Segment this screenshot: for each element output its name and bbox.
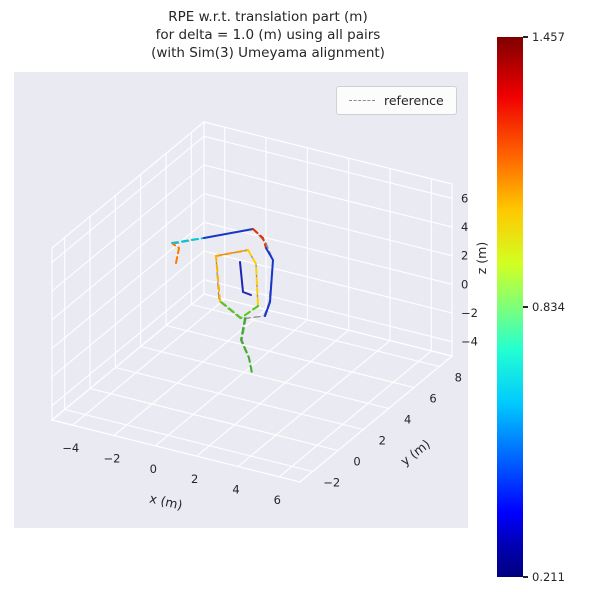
svg-text:−2: −2 bbox=[323, 476, 340, 490]
trajectory-lines bbox=[171, 228, 274, 374]
rpe-segment-amber-left bbox=[215, 255, 221, 302]
svg-text:2: 2 bbox=[379, 434, 386, 448]
colorbar-tickmark bbox=[523, 306, 528, 308]
colorbar-tick-label-mid: 0.834 bbox=[532, 300, 565, 314]
grid-lines bbox=[51, 127, 453, 478]
z-axis-label: z (m) bbox=[474, 242, 489, 274]
svg-text:0: 0 bbox=[353, 455, 360, 469]
colorbar-tickmark bbox=[523, 36, 528, 38]
rpe-segment-yellow-right bbox=[247, 249, 259, 307]
rpe-segment-green-bottom bbox=[219, 300, 259, 319]
chart-title: RPE w.r.t. translation part (m) for delt… bbox=[0, 8, 536, 62]
rpe-segment-blue-top bbox=[203, 228, 254, 239]
svg-text:2: 2 bbox=[191, 472, 198, 486]
legend: reference bbox=[336, 86, 457, 115]
svg-text:6: 6 bbox=[274, 493, 281, 507]
svg-text:4: 4 bbox=[232, 483, 239, 497]
colorbar-tick-min: 0.211 bbox=[523, 570, 565, 584]
reference-dashed-line-sample bbox=[349, 100, 375, 101]
chart-title-line-2: for delta = 1.0 (m) using all pairs bbox=[155, 27, 381, 43]
svg-text:4: 4 bbox=[461, 220, 468, 234]
rpe-segment-green-tail bbox=[240, 317, 253, 374]
svg-text:4: 4 bbox=[404, 413, 411, 427]
rpe-segment-blue-right bbox=[264, 247, 274, 317]
colorbar-tickmark bbox=[523, 576, 528, 578]
rpe-segment-red bbox=[252, 228, 267, 249]
chart-title-line-1: RPE w.r.t. translation part (m) bbox=[168, 9, 368, 25]
svg-text:0: 0 bbox=[150, 462, 157, 476]
svg-text:8: 8 bbox=[455, 371, 462, 385]
svg-text:−4: −4 bbox=[461, 335, 478, 349]
svg-text:0: 0 bbox=[461, 277, 468, 291]
rpe-segment-orange-looptop bbox=[215, 249, 249, 257]
svg-text:−2: −2 bbox=[461, 306, 478, 320]
colorbar-tick-mid: 0.834 bbox=[523, 300, 565, 314]
svg-text:6: 6 bbox=[461, 191, 468, 205]
colorbar-tick-max: 1.457 bbox=[523, 30, 565, 44]
rpe-segment-orange-hook bbox=[172, 243, 180, 264]
tick-labels: −4 −2 0 2 4 6 −2 0 2 4 6 8 −4 −2 0 2 4 6 bbox=[62, 191, 478, 507]
colorbar-tick-label-max: 1.457 bbox=[532, 30, 565, 44]
legend-label-reference: reference bbox=[384, 93, 444, 108]
svg-text:2: 2 bbox=[461, 249, 468, 263]
svg-text:−4: −4 bbox=[62, 441, 79, 455]
svg-text:−2: −2 bbox=[104, 452, 121, 466]
rpe-segment-cyan bbox=[171, 237, 205, 244]
chart-title-line-3: (with Sim(3) Umeyama alignment) bbox=[151, 45, 385, 61]
colorbar-gradient bbox=[497, 37, 523, 577]
x-axis-label: x (m) bbox=[148, 491, 184, 513]
svg-text:6: 6 bbox=[429, 392, 436, 406]
colorbar: 1.457 0.834 0.211 bbox=[497, 30, 565, 584]
colorbar-tick-label-min: 0.211 bbox=[532, 570, 565, 584]
rpe-segment-blue-inner bbox=[239, 261, 252, 296]
